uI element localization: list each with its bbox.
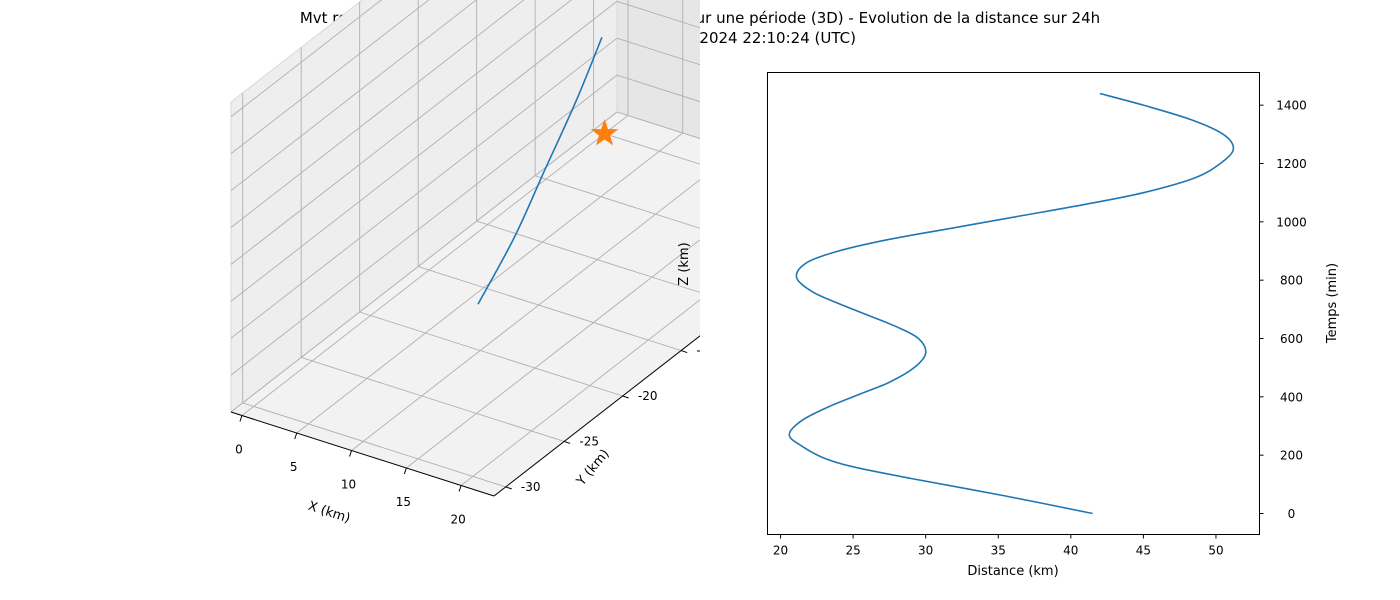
x-tick-label-3d: 15 bbox=[396, 495, 411, 509]
grid-line-z bbox=[230, 0, 525, 228]
y-tick-mark-3d bbox=[505, 486, 512, 490]
y-tick-label: 200 bbox=[1280, 449, 1303, 463]
y-tick-label: 1000 bbox=[1276, 215, 1307, 229]
y-tick-label: 1200 bbox=[1276, 157, 1307, 171]
grid-line-x bbox=[460, 299, 700, 486]
chart-3d-relative-motion: 051015200-5-10-15-20-25-300.02.55.07.510… bbox=[229, 0, 700, 527]
distance-series-line bbox=[788, 92, 1235, 515]
grid-line-y bbox=[418, 266, 682, 351]
x-tick-mark-3d bbox=[458, 485, 462, 492]
x-tick-label: 30 bbox=[918, 544, 933, 558]
x-axis-label-3d: X (km) bbox=[306, 499, 352, 527]
grid-line-z bbox=[230, 37, 618, 339]
grid-line-y bbox=[534, 175, 700, 229]
grid-line-z bbox=[230, 74, 618, 376]
x-tick-label: 25 bbox=[845, 544, 860, 558]
chart-3d-grid bbox=[230, 0, 700, 488]
x-tick-mark-3d bbox=[294, 432, 298, 440]
x-tick-label: 35 bbox=[991, 544, 1006, 558]
y-tick-label-3d: -30 bbox=[521, 480, 541, 494]
pane-xz bbox=[616, 0, 700, 140]
x-axis-label: Distance (km) bbox=[967, 564, 1058, 579]
x-tick-label: 20 bbox=[773, 544, 788, 558]
x-tick-mark-3d bbox=[239, 415, 243, 422]
grid-line-y bbox=[476, 220, 700, 293]
grid-line-x bbox=[351, 179, 700, 451]
chart-distance-vs-time: 20 25 30 35 40 45 50 0 200 400 600 800 1000 1200 1400… bbox=[767, 72, 1340, 579]
x-tick-label-3d: 10 bbox=[341, 478, 356, 492]
grid-line-z bbox=[230, 111, 618, 413]
grid-line-y bbox=[301, 357, 565, 442]
grid-line-z bbox=[230, 0, 430, 155]
trajectory-series-line bbox=[477, 37, 603, 305]
grid-line-z bbox=[230, 0, 477, 191]
grid-line-z bbox=[616, 0, 700, 29]
grid-line-z bbox=[230, 0, 618, 302]
y-axis-line bbox=[493, 335, 700, 497]
grid-line-z bbox=[616, 74, 700, 103]
grid-line-x bbox=[406, 239, 700, 469]
x-axis-line bbox=[230, 411, 495, 497]
z-axis-label-3d: Z (km) bbox=[677, 242, 692, 285]
chart-3d-panes bbox=[229, 0, 700, 497]
y-axis-label: Temps (min) bbox=[1325, 263, 1340, 344]
x-tick-label-3d: 0 bbox=[235, 443, 243, 457]
y-tick-label-3d: -20 bbox=[638, 389, 658, 403]
x-ticks: 20 25 30 35 40 45 50 bbox=[773, 534, 1224, 558]
grid-line-y bbox=[359, 311, 623, 397]
grid-line-y bbox=[593, 129, 700, 165]
chart-3d-data bbox=[477, 37, 619, 305]
grid-line-z bbox=[230, 0, 572, 265]
y-tick-mark-3d bbox=[564, 440, 571, 444]
x-tick-mark-3d bbox=[403, 467, 407, 475]
grid-line-y bbox=[242, 402, 506, 488]
y-ticks: 0 200 400 600 800 1000 1200 1400 bbox=[1259, 99, 1307, 521]
grid-line-x bbox=[241, 115, 629, 416]
x-tick-label-3d: 5 bbox=[290, 460, 298, 474]
y-tick-label: 1400 bbox=[1276, 99, 1307, 113]
x-tick-label: 45 bbox=[1136, 544, 1151, 558]
grid-line-z bbox=[616, 111, 700, 139]
grid-line-z bbox=[230, 0, 382, 118]
y-axis-label-3d: Y (km) bbox=[573, 447, 612, 490]
x-tick-label: 50 bbox=[1208, 544, 1223, 558]
chart-2d-data bbox=[788, 92, 1235, 515]
grid-line-z bbox=[616, 37, 700, 66]
y-tick-label-3d: -15 bbox=[696, 344, 700, 358]
y-tick-label: 800 bbox=[1280, 274, 1303, 288]
y-tick-mark-3d bbox=[680, 350, 688, 354]
star-marker bbox=[590, 119, 619, 146]
x-tick-label-3d: 20 bbox=[450, 513, 465, 527]
plot-frame bbox=[767, 72, 1260, 535]
x-tick-mark-3d bbox=[349, 450, 353, 457]
y-tick-label: 600 bbox=[1280, 332, 1303, 346]
y-tick-label: 400 bbox=[1280, 390, 1303, 404]
y-tick-mark-3d bbox=[622, 395, 629, 399]
chart-3d-axes: 051015200-5-10-15-20-25-300.02.55.07.510… bbox=[230, 335, 700, 527]
y-tick-label: 0 bbox=[1288, 507, 1296, 521]
y-tick-label-3d: -25 bbox=[579, 434, 599, 448]
x-tick-label: 40 bbox=[1063, 544, 1078, 558]
